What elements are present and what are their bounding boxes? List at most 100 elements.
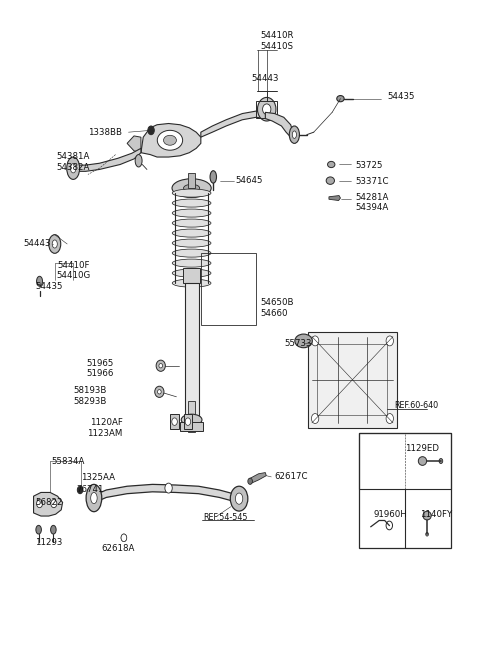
Circle shape [121, 534, 127, 542]
Ellipse shape [172, 259, 211, 267]
Ellipse shape [155, 386, 164, 397]
Text: 54650B
54660: 54650B 54660 [261, 298, 294, 318]
Text: 54645: 54645 [235, 176, 263, 185]
Ellipse shape [337, 96, 344, 102]
Bar [188, 401, 195, 432]
Polygon shape [76, 148, 141, 171]
Ellipse shape [36, 499, 43, 508]
Polygon shape [127, 136, 141, 153]
Bar [183, 268, 200, 283]
Ellipse shape [295, 334, 312, 347]
Text: 54410F
54410G: 54410F 54410G [56, 261, 90, 280]
Ellipse shape [172, 249, 211, 257]
Ellipse shape [36, 525, 41, 534]
Ellipse shape [263, 104, 271, 115]
Text: 1140FY: 1140FY [420, 510, 452, 519]
Circle shape [312, 413, 319, 424]
Ellipse shape [292, 131, 297, 138]
Text: 1120AF
1123AM: 1120AF 1123AM [87, 418, 122, 437]
Circle shape [77, 487, 83, 494]
Bar [308, 331, 396, 428]
Text: 55834A: 55834A [51, 457, 84, 466]
Ellipse shape [172, 189, 211, 197]
Bar [359, 433, 451, 549]
Polygon shape [96, 485, 238, 502]
Circle shape [148, 126, 154, 135]
Ellipse shape [156, 360, 165, 371]
Text: 54281A
54394A: 54281A 54394A [355, 193, 389, 212]
Text: 56822: 56822 [35, 498, 62, 507]
Ellipse shape [426, 532, 429, 536]
Ellipse shape [157, 130, 182, 150]
Ellipse shape [91, 492, 97, 503]
Ellipse shape [159, 364, 163, 368]
Text: 54435: 54435 [35, 281, 62, 291]
Polygon shape [329, 195, 340, 201]
Bar [170, 413, 179, 429]
Ellipse shape [135, 155, 142, 167]
Ellipse shape [86, 485, 102, 512]
Polygon shape [201, 111, 265, 137]
Text: 1338BB: 1338BB [88, 127, 122, 137]
Ellipse shape [235, 493, 243, 504]
Ellipse shape [36, 276, 43, 286]
Ellipse shape [248, 478, 252, 485]
Ellipse shape [257, 98, 276, 121]
Ellipse shape [172, 199, 211, 207]
Text: 53371C: 53371C [355, 177, 389, 186]
Circle shape [386, 413, 394, 424]
Text: 54443: 54443 [252, 74, 279, 83]
Ellipse shape [172, 418, 177, 425]
Ellipse shape [67, 157, 80, 179]
Ellipse shape [172, 209, 211, 217]
Ellipse shape [172, 279, 211, 287]
Text: 62618A: 62618A [101, 544, 134, 553]
Text: 54435: 54435 [387, 93, 415, 102]
Bar [188, 173, 195, 188]
Ellipse shape [230, 487, 248, 511]
Ellipse shape [164, 135, 177, 145]
Ellipse shape [419, 457, 427, 465]
Ellipse shape [439, 459, 443, 463]
Ellipse shape [289, 126, 300, 144]
Bar [185, 283, 199, 420]
Ellipse shape [326, 177, 335, 184]
Ellipse shape [423, 511, 431, 520]
Ellipse shape [181, 414, 202, 425]
Ellipse shape [121, 534, 127, 542]
Bar [256, 100, 277, 118]
Ellipse shape [185, 418, 191, 425]
Text: 54410R
54410S: 54410R 54410S [260, 31, 294, 50]
Ellipse shape [327, 161, 335, 168]
Text: 58193B
58293B: 58193B 58293B [73, 386, 107, 406]
Bar [201, 254, 256, 325]
Polygon shape [34, 492, 62, 516]
Text: 51965
51966: 51965 51966 [86, 358, 113, 378]
Polygon shape [265, 113, 293, 137]
Text: 76741: 76741 [76, 485, 104, 494]
Polygon shape [141, 124, 201, 157]
Ellipse shape [210, 171, 216, 183]
Text: 11293: 11293 [35, 538, 62, 547]
Text: REF.54-545: REF.54-545 [203, 513, 248, 521]
Polygon shape [249, 472, 266, 484]
Text: REF.60-640: REF.60-640 [395, 401, 439, 410]
Ellipse shape [172, 179, 211, 197]
Text: 1129ED: 1129ED [405, 444, 439, 454]
Text: 53725: 53725 [355, 160, 383, 170]
Ellipse shape [51, 499, 57, 508]
Ellipse shape [50, 525, 56, 534]
Text: 91960H: 91960H [374, 510, 408, 519]
Ellipse shape [49, 235, 61, 254]
Text: 1325AA: 1325AA [81, 473, 115, 482]
Ellipse shape [172, 269, 211, 277]
Ellipse shape [183, 184, 200, 192]
Text: 55733: 55733 [284, 339, 312, 348]
Bar [317, 344, 387, 415]
Circle shape [312, 336, 319, 346]
Bar [359, 433, 451, 488]
Ellipse shape [71, 164, 76, 173]
Text: 54443: 54443 [24, 239, 51, 248]
Text: 62617C: 62617C [275, 472, 308, 481]
Ellipse shape [172, 219, 211, 227]
